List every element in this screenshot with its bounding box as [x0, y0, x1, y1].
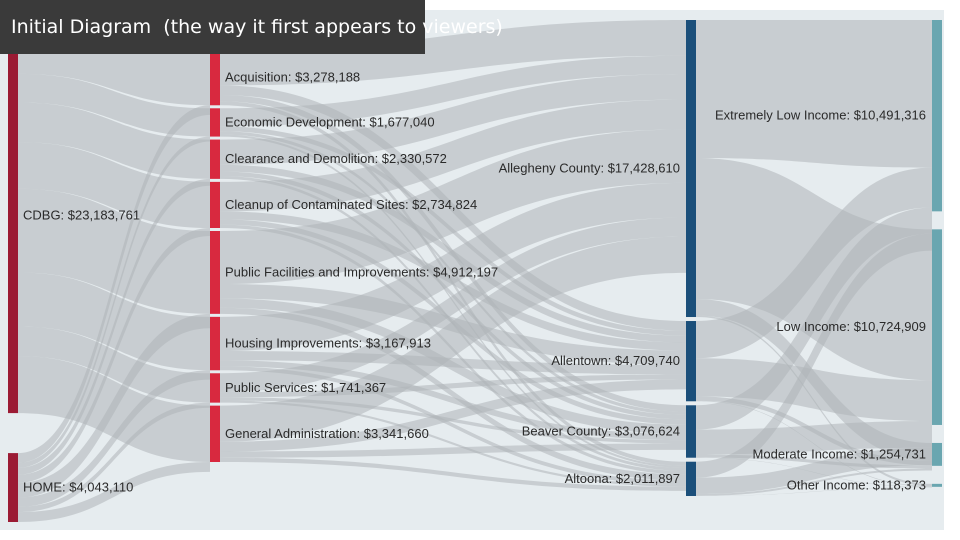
sankey-node-beaver[interactable]	[686, 405, 696, 458]
sankey-label-cleanup: Cleanup of Contaminated Sites: $2,734,82…	[225, 197, 477, 212]
sankey-link[interactable]	[18, 402, 210, 513]
sankey-label-low: Low Income: $10,724,909	[776, 319, 926, 334]
sankey-node-home[interactable]	[8, 453, 18, 522]
sankey-nodes	[8, 18, 942, 522]
sankey-link[interactable]	[220, 379, 686, 452]
sankey-label-acq: Acquisition: $3,278,188	[225, 70, 360, 85]
sankey-node-altoona[interactable]	[686, 461, 696, 496]
sankey-label-econ: Economic Development: $1,677,040	[225, 114, 435, 129]
sankey-link[interactable]	[18, 188, 210, 314]
sankey-link[interactable]	[220, 74, 686, 165]
sankey-node-econ[interactable]	[210, 108, 220, 137]
sankey-node-low[interactable]	[932, 229, 942, 425]
sankey-label-home: HOME: $4,043,110	[23, 480, 133, 495]
sankey-link[interactable]	[18, 228, 210, 483]
sankey-link[interactable]	[220, 366, 686, 485]
sankey-label-clear: Clearance and Demolition: $2,330,572	[225, 151, 447, 166]
sankey-link[interactable]	[696, 468, 932, 496]
sankey-link[interactable]	[696, 20, 932, 168]
sankey-link[interactable]	[220, 457, 686, 491]
sankey-link[interactable]	[18, 105, 210, 463]
sankey-link[interactable]	[18, 136, 210, 468]
sankey-link[interactable]	[220, 236, 686, 442]
sankey-node-housing[interactable]	[210, 316, 220, 371]
sankey-label-allegheny: Allegheny County: $17,428,610	[499, 161, 680, 176]
sankey-label-pubfac: Public Facilities and Improvements: $4,9…	[225, 264, 498, 279]
sankey-node-cleanup[interactable]	[210, 181, 220, 229]
sankey-label-beaver: Beaver County: $3,076,624	[522, 423, 680, 438]
sankey-label-genadmin: General Administration: $3,341,660	[225, 426, 429, 441]
title-banner: Initial Diagram (the way it first appear…	[0, 0, 503, 54]
sankey-label-allentown: Allentown: $4,709,740	[551, 353, 680, 368]
sankey-label-housing: Housing Improvements: $3,167,913	[225, 336, 431, 351]
sankey-link[interactable]	[18, 326, 210, 403]
sankey-link[interactable]	[696, 487, 932, 496]
sankey-link[interactable]	[18, 462, 210, 522]
sankey-node-other[interactable]	[932, 483, 942, 487]
sankey-label-pubsvc: Public Services: $1,741,367	[225, 380, 386, 395]
sankey-link[interactable]	[220, 20, 686, 86]
sankey-node-allentown[interactable]	[686, 321, 696, 402]
sankey-label-cdbg: CDBG: $23,183,761	[23, 208, 140, 223]
sankey-labels: CDBG: $23,183,761 HOME: $4,043,110 Acquisi…	[23, 70, 926, 495]
sankey-label-moderate: Moderate Income: $1,254,731	[753, 446, 926, 461]
sankey-links	[18, 18, 932, 522]
sankey-link[interactable]	[18, 313, 210, 498]
sankey-node-acq[interactable]	[210, 50, 220, 106]
sankey-link[interactable]	[220, 99, 686, 212]
sankey-link[interactable]	[696, 358, 932, 422]
sankey-label-altoona: Altoona: $2,011,897	[565, 471, 680, 486]
sankey-node-extlow[interactable]	[932, 20, 942, 212]
sankey-node-pubsvc[interactable]	[210, 373, 220, 403]
sankey-link[interactable]	[696, 233, 932, 478]
sankey-link[interactable]	[220, 217, 686, 393]
sankey-link[interactable]	[18, 370, 210, 507]
sankey-label-extlow: Extremely Low Income: $10,491,316	[715, 108, 926, 123]
sankey-link[interactable]	[220, 360, 686, 441]
sankey-link[interactable]	[220, 307, 686, 481]
sankey-link[interactable]	[696, 167, 932, 359]
sankey-node-pubfac[interactable]	[210, 231, 220, 314]
sankey-link[interactable]	[220, 400, 686, 487]
sankey-node-genadmin[interactable]	[210, 405, 220, 462]
sankey-link[interactable]	[696, 447, 932, 494]
sankey-label-other: Other Income: $118,373	[787, 477, 926, 492]
sankey-node-clear[interactable]	[210, 139, 220, 179]
sankey-link[interactable]	[696, 207, 932, 430]
sankey-link[interactable]	[18, 102, 210, 179]
sankey-node-moderate[interactable]	[932, 442, 942, 466]
sankey-link[interactable]	[220, 129, 686, 285]
sankey-link[interactable]	[18, 142, 210, 229]
sankey-link[interactable]	[220, 443, 686, 458]
sankey-node-allegheny[interactable]	[686, 20, 696, 318]
sankey-node-cdbg[interactable]	[8, 18, 18, 414]
sankey-link[interactable]	[220, 55, 686, 127]
sankey-link[interactable]	[220, 182, 686, 352]
sankey-link[interactable]	[18, 73, 210, 137]
sankey-link[interactable]	[18, 178, 210, 475]
